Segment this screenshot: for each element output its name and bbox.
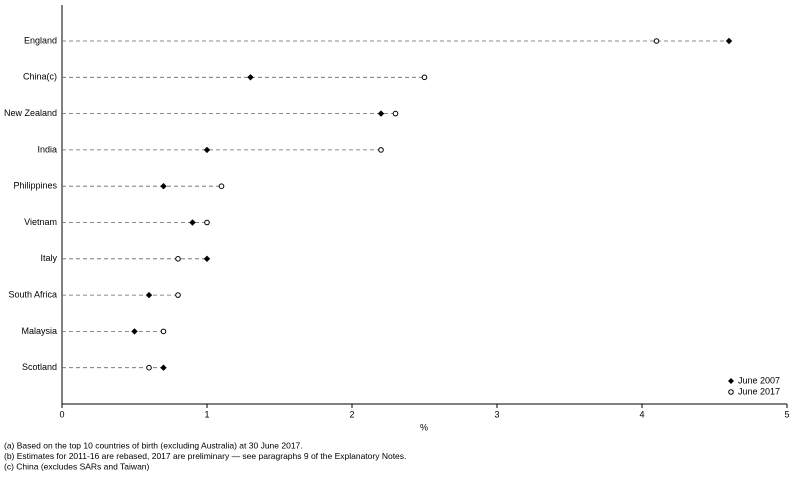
legend-marker <box>728 389 734 395</box>
x-tick-label: 1 <box>204 409 209 419</box>
y-tick-label: England <box>24 35 57 45</box>
y-tick-label: China(c) <box>23 72 57 82</box>
y-tick-label: Malaysia <box>21 326 57 336</box>
legend-label: June 2007 <box>738 375 780 385</box>
marker <box>203 146 211 154</box>
y-tick-label: Philippines <box>13 181 57 191</box>
y-tick-label: New Zealand <box>4 108 57 118</box>
marker <box>218 183 225 189</box>
x-tick-label: 3 <box>494 409 499 419</box>
footnote: (a) Based on the top 10 countries of bir… <box>4 440 303 450</box>
footnote: (c) China (excludes SARs and Taiwan) <box>4 461 150 471</box>
marker <box>175 292 181 298</box>
footnote: (b) Estimates for 2011-16 are rebased, 2… <box>4 451 406 461</box>
y-tick-label: Scotland <box>22 362 57 372</box>
marker <box>203 255 211 262</box>
marker <box>160 364 167 371</box>
marker <box>247 74 254 81</box>
legend-marker <box>728 378 734 384</box>
x-tick-label: 2 <box>349 409 354 419</box>
marker <box>145 291 153 299</box>
marker <box>392 110 399 117</box>
x-tick-label: 0 <box>59 409 64 419</box>
legend-label: June 2017 <box>738 386 780 396</box>
marker <box>421 74 428 81</box>
marker <box>160 328 167 335</box>
marker <box>146 364 152 371</box>
marker <box>378 147 384 153</box>
marker <box>189 219 196 226</box>
x-tick-label: 5 <box>784 409 789 419</box>
y-tick-label: Italy <box>40 253 57 263</box>
x-tick-label: 4 <box>639 409 644 419</box>
marker <box>653 38 660 44</box>
marker <box>160 183 167 190</box>
marker <box>725 37 733 45</box>
marker <box>204 219 210 226</box>
y-tick-label: India <box>37 144 57 154</box>
marker <box>377 110 385 117</box>
x-axis-label: % <box>420 422 428 432</box>
marker <box>131 328 138 335</box>
y-tick-label: Vietnam <box>24 217 57 227</box>
y-tick-label: South Africa <box>8 289 57 299</box>
marker <box>175 256 181 262</box>
